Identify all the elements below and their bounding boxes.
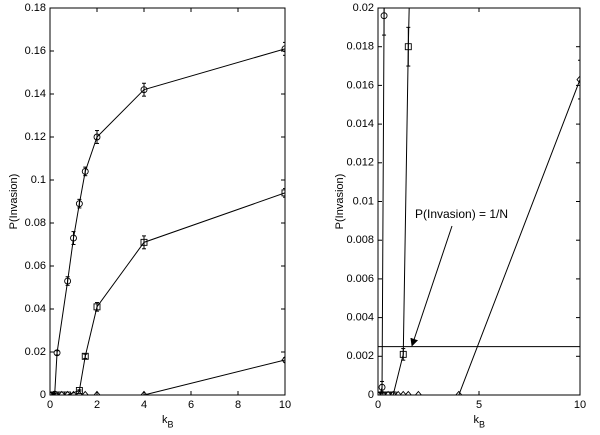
x-axis-label: k [162,414,168,426]
marker [404,390,412,395]
marker [455,390,463,395]
y-tick-label: 0.01 [353,195,374,207]
plot-area [378,8,580,395]
x-tick-label: 6 [188,399,194,411]
marker [394,390,402,395]
marker [58,390,66,395]
marker [399,350,407,358]
y-tick-label: 0.12 [25,131,46,143]
y-tick-label: 0.16 [25,45,46,57]
y-tick-label: 0.04 [25,303,46,315]
marker [81,167,89,175]
marker [50,390,54,395]
marker [140,238,148,246]
annotation-arrow [410,225,453,347]
x-tick-label: 5 [476,399,482,411]
y-tick-label: 0.018 [346,41,374,53]
marker [75,387,83,394]
axes: 0 2 4 6 8 10 0 0.02 0.04 0.06 0.08 0.1 0.12 0.14 0.16 0… [8,2,291,429]
marker [399,390,407,395]
x-tick-label: 0 [375,399,381,411]
y-tick-label: 0.02 [25,346,46,358]
x-tick-label: 4 [141,399,147,411]
y-tick-label: 0.002 [346,350,374,362]
series-line [50,48,285,395]
marker [380,12,388,20]
marker [70,234,77,242]
y-tick-label: 0.1 [31,174,46,186]
y-tick-label: 0.014 [346,118,374,130]
marker [64,390,72,395]
y-tick-label: 0.18 [25,2,46,14]
marker [378,383,386,391]
marker [576,75,580,84]
series-line [50,192,285,395]
series-line [378,79,580,395]
marker [281,45,285,53]
y-tick-label: 0.14 [25,88,46,100]
marker [140,390,148,395]
y-tick-label: 0.02 [353,2,374,14]
marker [281,355,285,365]
y-axis-label: P(Invasion) [334,174,346,230]
x-axis-label-subscript: B [479,419,485,429]
y-tick-label: 0.012 [346,157,374,169]
marker [93,133,101,141]
x-tick-label: 10 [279,399,291,411]
annotation: P(Invasion) = 1/N [415,207,508,221]
y-tick-label: 0.008 [346,234,374,246]
y-tick-label: 0.016 [346,79,374,91]
marker [53,349,61,357]
plot-area [50,41,285,395]
x-axis-label: k [474,414,480,426]
plot-frame [49,7,286,396]
marker [140,86,148,94]
marker [81,390,89,395]
y-tick-label: 0.08 [25,217,46,229]
marker [69,390,78,395]
marker [64,277,72,285]
marker [404,43,412,51]
x-tick-label: 8 [235,399,241,411]
y-axis-label: P(Invasion) [8,174,20,230]
x-axis-label-subscript: B [168,419,174,429]
marker [81,352,89,360]
y-tick-label: 0.06 [25,260,46,272]
marker [378,390,382,395]
marker [281,189,285,197]
marker [384,390,392,395]
marker [75,390,83,395]
y-tick-label: 0.006 [346,273,374,285]
x-tick-label: 10 [574,399,586,411]
marker [389,390,397,395]
x-tick-label: 2 [94,399,100,411]
marker [52,390,60,395]
marker [93,303,101,311]
marker [414,390,422,395]
y-tick-label: 0 [368,389,374,401]
axes: 0 5 10 0 0.002 0.004 0.006 0.008 0.01 0.012 0.014 0… [334,2,586,429]
x-tick-label: 0 [47,399,53,411]
marker [379,390,387,395]
y-tick-label: 0 [40,389,46,401]
y-tick-label: 0.004 [346,312,374,324]
series-line [50,359,285,395]
marker [93,390,101,395]
marker [75,200,83,208]
